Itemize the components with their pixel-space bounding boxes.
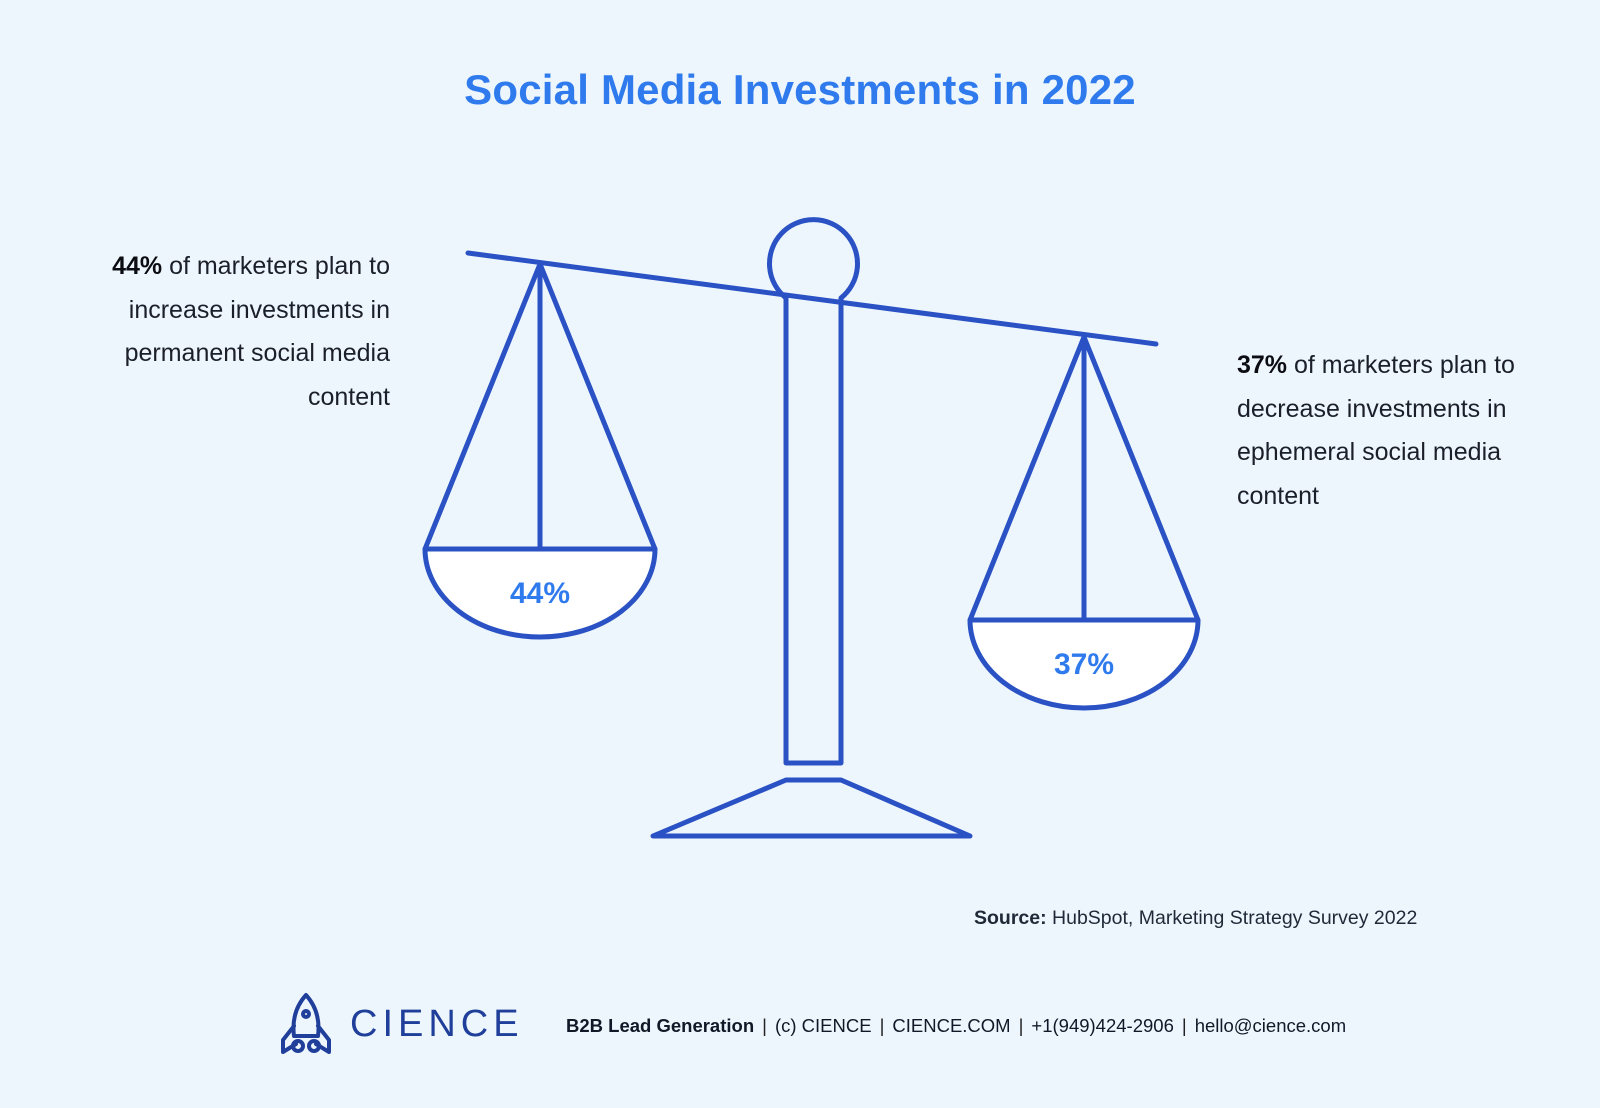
scale-knob xyxy=(767,217,860,766)
right-stat: 37% of marketers plan to decrease invest… xyxy=(1237,344,1567,518)
left-pan-label: 44% xyxy=(510,577,570,610)
rocket-icon xyxy=(281,993,331,1054)
right-stat-percent: 37% xyxy=(1237,351,1288,379)
separator: | xyxy=(1018,1015,1024,1036)
footer-email: hello@cience.com xyxy=(1194,1015,1347,1036)
left-stat-text: of marketers plan to increase investment… xyxy=(124,252,390,411)
separator: | xyxy=(879,1015,885,1036)
right-pan-label: 37% xyxy=(1054,648,1114,681)
page-title: Social Media Investments in 2022 xyxy=(464,66,1136,113)
right-stat-text: of marketers plan to decrease investment… xyxy=(1237,351,1515,510)
footer-phone: +1(949)424-2906 xyxy=(1031,1015,1174,1036)
separator: | xyxy=(1181,1015,1187,1036)
footer-contact-line: B2B Lead Generation | (c) CIENCE | CIENCE.CO… xyxy=(566,1015,1346,1037)
source-note: Source: HubSpot, Marketing Strategy Surv… xyxy=(974,907,1417,930)
source-label: Source: xyxy=(974,907,1047,929)
footer-website: CIENCE.COM xyxy=(892,1015,1011,1036)
separator: | xyxy=(762,1015,767,1036)
source-text: HubSpot, Marketing Strategy Survey 2022 xyxy=(1052,907,1418,929)
footer: CIENCE B2B Lead Generation | (c) CIENCE | CI… xyxy=(278,992,1346,1062)
left-stat: 44% of marketers plan to increase invest… xyxy=(40,245,390,419)
left-pan xyxy=(422,261,658,640)
brand-name: CIENCE xyxy=(350,1002,524,1045)
cience-logo: CIENCE xyxy=(278,992,524,1056)
right-pan xyxy=(967,334,1201,711)
left-stat-percent: 44% xyxy=(112,252,163,280)
scale-base xyxy=(650,777,973,839)
scale-beam xyxy=(465,250,1159,347)
footer-tagline: B2B Lead Generation xyxy=(566,1015,755,1036)
footer-copyright: (c) CIENCE xyxy=(774,1015,872,1036)
